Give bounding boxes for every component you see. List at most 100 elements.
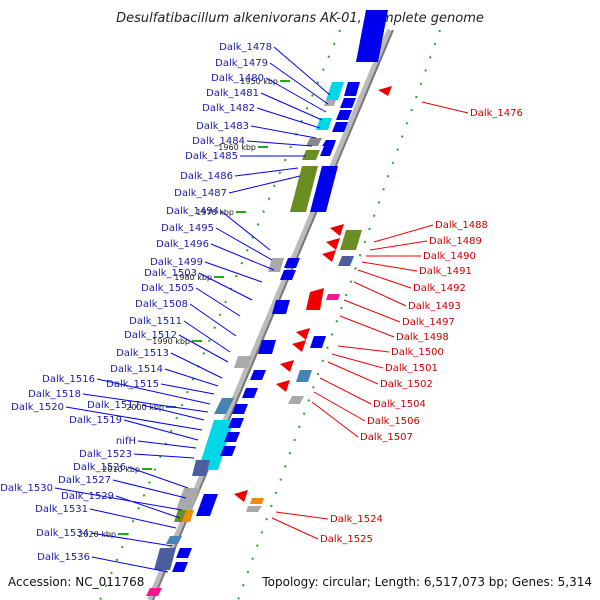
forward-gene-label[interactable]: Dalk_1499 <box>150 257 203 268</box>
forward-gene-label[interactable]: Dalk_1486 <box>180 171 233 182</box>
reverse-gene-label[interactable]: Dalk_1501 <box>385 363 438 374</box>
reverse-gene-label[interactable]: Dalk_1525 <box>320 534 373 545</box>
gene-block[interactable] <box>340 98 356 108</box>
forward-gene-label[interactable]: Dalk_1531 <box>35 504 88 515</box>
gene-block[interactable] <box>296 328 310 340</box>
forward-gene-label[interactable]: Dalk_1481 <box>206 88 259 99</box>
gene-block[interactable] <box>288 396 304 404</box>
gene-block[interactable] <box>322 250 336 262</box>
forward-gene-label[interactable]: Dalk_1527 <box>58 475 111 486</box>
forward-gene-label[interactable]: Dalk_1517 <box>87 400 140 411</box>
forward-gene-label[interactable]: Dalk_1480 <box>211 73 264 84</box>
forward-gene-label[interactable]: Dalk_1496 <box>156 239 209 250</box>
forward-gene-label[interactable]: Dalk_1478 <box>219 42 272 53</box>
forward-gene-label[interactable]: Dalk_1511 <box>129 316 182 327</box>
forward-gene-label[interactable]: Dalk_1494 <box>166 206 219 217</box>
gene-block[interactable] <box>146 588 162 596</box>
reverse-gene-label[interactable]: Dalk_1504 <box>373 399 426 410</box>
forward-gene-label[interactable]: Dalk_1520 <box>11 402 64 413</box>
gene-block[interactable] <box>192 460 210 476</box>
gene-block[interactable] <box>326 294 340 300</box>
gene-block[interactable] <box>310 166 338 212</box>
gene-block[interactable] <box>330 224 344 236</box>
forward-gene-label[interactable]: Dalk_1523 <box>79 449 132 460</box>
gene-block[interactable] <box>340 230 362 250</box>
gene-block[interactable] <box>250 370 266 380</box>
forward-gene-label[interactable]: Dalk_1529 <box>61 491 114 502</box>
reverse-gene-label[interactable]: Dalk_1497 <box>402 317 455 328</box>
forward-gene-label[interactable]: Dalk_1536 <box>37 552 90 563</box>
gene-block[interactable] <box>326 238 340 250</box>
gene-block[interactable] <box>290 166 318 212</box>
gene-block[interactable] <box>306 138 322 146</box>
reverse-gene-label[interactable]: Dalk_1490 <box>423 251 476 262</box>
forward-gene-label[interactable]: Dalk_1516 <box>42 374 95 385</box>
gene-block[interactable] <box>344 82 360 96</box>
forward-gene-label[interactable]: Dalk_1515 <box>106 379 159 390</box>
forward-gene-label[interactable]: Dalk_1483 <box>196 121 249 132</box>
forward-gene-label[interactable]: Dalk_1505 <box>141 283 194 294</box>
gene-block[interactable] <box>316 118 332 130</box>
reverse-gene-label[interactable]: Dalk_1498 <box>396 332 449 343</box>
gene-block[interactable] <box>272 300 290 314</box>
forward-gene-label[interactable]: Dalk_1514 <box>110 364 163 375</box>
gene-block[interactable] <box>176 488 200 510</box>
forward-gene-label[interactable]: Dalk_1503 <box>144 268 197 279</box>
gene-block[interactable] <box>166 536 182 544</box>
gene-block[interactable] <box>242 388 258 398</box>
gene-block[interactable] <box>234 356 252 368</box>
gene-block[interactable] <box>280 270 296 280</box>
forward-gene-label[interactable]: Dalk_1495 <box>161 223 214 234</box>
gene-block[interactable] <box>234 490 248 502</box>
gene-block[interactable] <box>324 100 336 106</box>
gene-block[interactable] <box>196 494 218 516</box>
reverse-gene-label[interactable]: Dalk_1491 <box>419 266 472 277</box>
reverse-gene-label[interactable]: Dalk_1506 <box>367 416 420 427</box>
gene-block[interactable] <box>198 420 234 470</box>
reverse-gene-label[interactable]: Dalk_1492 <box>413 283 466 294</box>
reverse-gene-label[interactable]: Dalk_1488 <box>435 220 488 231</box>
gene-block[interactable] <box>182 510 194 522</box>
gene-block[interactable] <box>326 82 344 100</box>
reverse-gene-label[interactable]: Dalk_1502 <box>380 379 433 390</box>
gene-block[interactable] <box>250 498 264 504</box>
forward-gene-label[interactable]: Dalk_1484 <box>192 136 245 147</box>
gene-block[interactable] <box>214 398 234 414</box>
gene-block[interactable] <box>268 258 284 272</box>
forward-gene-label[interactable]: Dalk_1518 <box>28 389 81 400</box>
reverse-gene-label[interactable]: Dalk_1524 <box>330 514 383 525</box>
gene-block[interactable] <box>338 256 354 266</box>
forward-gene-label[interactable]: Dalk_1534 <box>36 528 89 539</box>
reverse-gene-label[interactable]: Dalk_1493 <box>408 301 461 312</box>
reverse-gene-label[interactable]: Dalk_1476 <box>470 108 523 119</box>
forward-gene-label[interactable]: Dalk_1508 <box>135 299 188 310</box>
gene-block[interactable] <box>276 380 290 392</box>
gene-block[interactable] <box>176 548 192 558</box>
forward-gene-label[interactable]: nifH <box>116 436 136 447</box>
gene-block[interactable] <box>154 548 176 570</box>
reverse-gene-label[interactable]: Dalk_1500 <box>391 347 444 358</box>
reverse-gene-label[interactable]: Dalk_1489 <box>429 236 482 247</box>
gene-block[interactable] <box>172 562 188 572</box>
forward-gene-label[interactable]: Dalk_1487 <box>174 188 227 199</box>
gene-block[interactable] <box>246 506 262 512</box>
gene-block[interactable] <box>284 258 300 268</box>
gene-block[interactable] <box>378 86 392 96</box>
forward-gene-label[interactable]: Dalk_1530 <box>0 483 53 494</box>
forward-gene-label[interactable]: Dalk_1482 <box>202 103 255 114</box>
gene-block[interactable] <box>220 446 236 456</box>
gene-block[interactable] <box>310 336 326 348</box>
forward-gene-label[interactable]: Dalk_1485 <box>185 151 238 162</box>
gene-block[interactable] <box>228 418 244 428</box>
gene-block[interactable] <box>292 340 306 352</box>
forward-gene-label[interactable]: Dalk_1512 <box>124 330 177 341</box>
gene-block[interactable] <box>224 432 240 442</box>
forward-gene-label[interactable]: Dalk_1526 <box>73 462 126 473</box>
gene-block[interactable] <box>336 110 352 120</box>
gene-block[interactable] <box>296 370 312 382</box>
gene-block[interactable] <box>280 360 294 372</box>
gene-block[interactable] <box>306 288 324 310</box>
forward-gene-label[interactable]: Dalk_1519 <box>69 415 122 426</box>
gene-block[interactable] <box>320 146 334 156</box>
gene-block[interactable] <box>232 404 248 414</box>
